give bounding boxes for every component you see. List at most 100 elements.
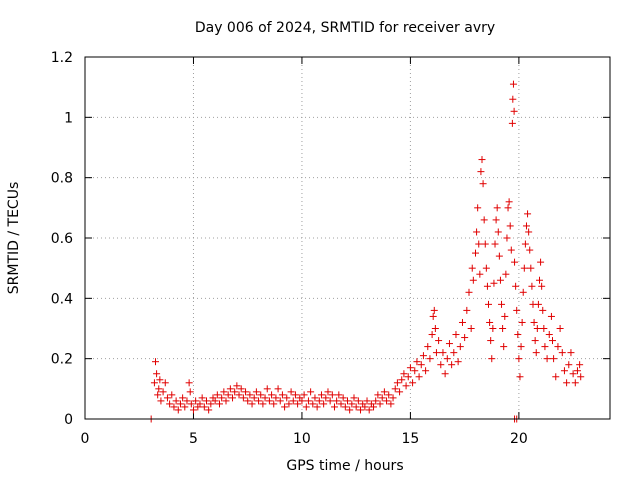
data-point bbox=[516, 373, 524, 381]
data-point bbox=[350, 394, 358, 402]
data-point bbox=[413, 358, 421, 366]
data-point bbox=[192, 397, 200, 405]
data-point bbox=[328, 391, 336, 399]
data-point bbox=[492, 216, 500, 224]
data-point bbox=[504, 204, 512, 212]
data-point bbox=[454, 358, 462, 366]
data-point bbox=[577, 373, 585, 381]
data-point bbox=[400, 370, 408, 378]
data-point bbox=[261, 394, 269, 402]
data-point bbox=[576, 361, 584, 369]
data-point bbox=[463, 306, 471, 314]
y-tick-label: 1.2 bbox=[51, 50, 73, 66]
data-point bbox=[252, 388, 260, 396]
data-point bbox=[344, 397, 351, 405]
data-point bbox=[357, 406, 365, 414]
data-point bbox=[439, 349, 447, 357]
data-point bbox=[549, 337, 557, 345]
data-point bbox=[313, 403, 321, 411]
data-point bbox=[183, 397, 191, 405]
data-point bbox=[495, 252, 503, 260]
data-point bbox=[278, 391, 286, 399]
data-point bbox=[417, 361, 425, 369]
data-point bbox=[522, 222, 530, 230]
data-point bbox=[265, 397, 273, 405]
data-point bbox=[527, 264, 535, 272]
data-point bbox=[250, 394, 258, 402]
data-point bbox=[166, 400, 174, 408]
data-point bbox=[429, 312, 437, 320]
data-point bbox=[239, 394, 247, 402]
data-point bbox=[528, 282, 536, 290]
data-point bbox=[170, 403, 178, 411]
data-point bbox=[513, 306, 521, 314]
data-point bbox=[560, 367, 568, 375]
data-point bbox=[512, 282, 520, 290]
data-point bbox=[563, 379, 571, 387]
data-point bbox=[498, 300, 506, 308]
data-point bbox=[567, 349, 575, 357]
data-point bbox=[456, 343, 464, 351]
data-point bbox=[485, 300, 493, 308]
data-point bbox=[383, 397, 391, 405]
data-point bbox=[503, 234, 511, 242]
data-point bbox=[486, 318, 494, 326]
data-point bbox=[476, 270, 484, 278]
data-point bbox=[341, 403, 349, 411]
data-point bbox=[213, 391, 221, 399]
data-point bbox=[198, 394, 206, 402]
data-point bbox=[196, 400, 204, 408]
data-point bbox=[150, 379, 158, 387]
data-point bbox=[346, 406, 354, 414]
data-point bbox=[157, 397, 165, 405]
data-point bbox=[475, 240, 483, 248]
data-point bbox=[437, 361, 445, 369]
data-point bbox=[272, 394, 280, 402]
data-point bbox=[374, 391, 382, 399]
data-point bbox=[465, 288, 473, 296]
data-point bbox=[430, 306, 438, 314]
data-point bbox=[415, 373, 423, 381]
data-point bbox=[469, 276, 477, 284]
data-point bbox=[540, 325, 548, 332]
data-point bbox=[520, 264, 528, 272]
y-tick-label: 0.2 bbox=[51, 352, 73, 368]
data-point bbox=[304, 397, 312, 405]
data-point bbox=[330, 403, 338, 411]
data-point bbox=[496, 276, 504, 284]
data-point bbox=[365, 406, 373, 414]
data-point bbox=[222, 397, 230, 405]
data-point bbox=[202, 397, 210, 405]
tick-layer: 0 0.2 0.4 0.6 0.8 1 1.2 0 5 10 15 20 bbox=[51, 50, 610, 447]
data-point bbox=[348, 400, 356, 408]
data-point bbox=[428, 331, 436, 339]
data-point bbox=[268, 391, 276, 399]
data-point bbox=[237, 385, 245, 393]
data-point bbox=[229, 394, 237, 402]
grid-layer bbox=[85, 57, 610, 419]
data-point bbox=[189, 406, 197, 414]
data-point bbox=[387, 400, 395, 408]
data-point bbox=[517, 343, 525, 351]
data-point bbox=[443, 355, 451, 363]
data-point bbox=[361, 403, 369, 411]
data-point bbox=[535, 276, 543, 284]
data-point bbox=[514, 331, 522, 339]
data-point bbox=[554, 343, 562, 351]
data-point bbox=[452, 331, 460, 339]
data-point bbox=[257, 391, 265, 399]
data-point bbox=[311, 394, 319, 402]
data-point bbox=[511, 258, 519, 266]
data-point bbox=[233, 382, 241, 390]
data-point bbox=[242, 388, 250, 396]
data-point bbox=[435, 337, 443, 345]
data-point bbox=[354, 397, 362, 405]
data-point bbox=[370, 403, 378, 411]
data-point bbox=[487, 337, 495, 345]
data-point bbox=[491, 240, 499, 248]
data-point bbox=[538, 282, 546, 290]
data-point bbox=[502, 270, 510, 278]
data-point bbox=[207, 400, 215, 408]
data-point bbox=[378, 394, 386, 402]
